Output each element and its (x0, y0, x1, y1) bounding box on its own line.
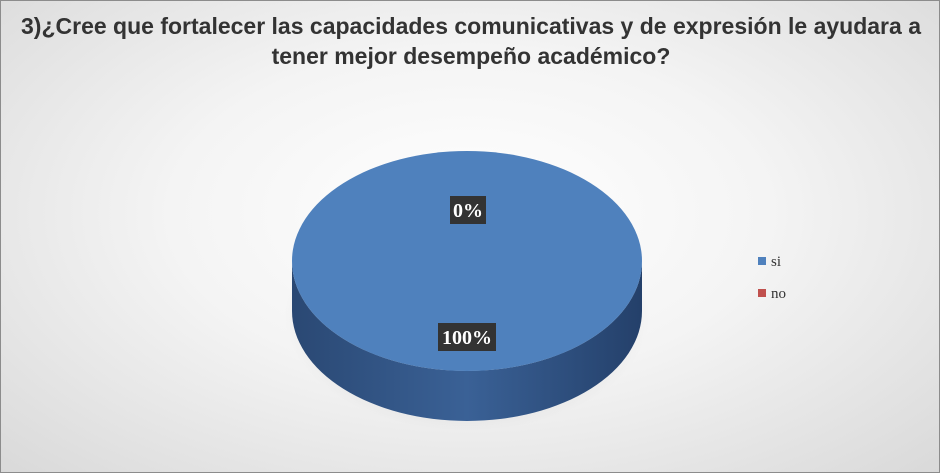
chart-title: 3)¿Cree que fortalecer las capacidades c… (21, 13, 921, 69)
data-label-box (438, 323, 496, 351)
data-label-si: 100% (438, 323, 496, 351)
legend-swatch (758, 289, 766, 297)
legend: si no (758, 254, 786, 302)
legend-swatch (758, 257, 766, 265)
legend-label: si (771, 254, 781, 270)
data-label-text: 100% (442, 327, 492, 349)
legend-item-si: si (758, 254, 781, 270)
legend-item-no: no (758, 286, 786, 302)
data-label-text: 0% (453, 200, 483, 222)
data-label-no: 0% (450, 196, 486, 224)
legend-label: no (771, 286, 786, 302)
pie-slice-si (292, 151, 642, 371)
data-label-box (450, 196, 486, 224)
pie-slice-side-si (292, 261, 642, 421)
